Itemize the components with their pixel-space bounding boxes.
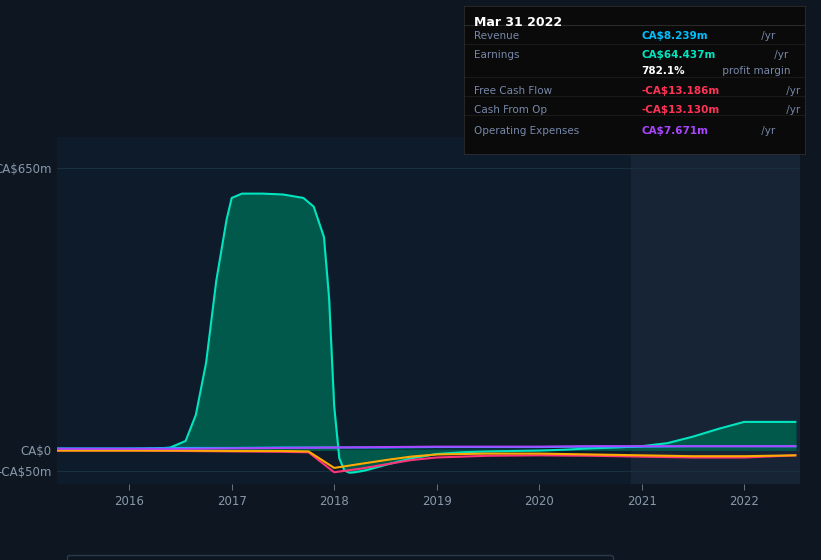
Text: Operating Expenses: Operating Expenses xyxy=(474,126,580,136)
Text: profit margin: profit margin xyxy=(718,67,791,77)
Text: /yr: /yr xyxy=(758,126,775,136)
Text: Earnings: Earnings xyxy=(474,50,520,60)
Text: CA$8.239m: CA$8.239m xyxy=(641,31,708,41)
Text: /yr: /yr xyxy=(770,50,788,60)
Legend: Revenue, Earnings, Free Cash Flow, Cash From Op, Operating Expenses: Revenue, Earnings, Free Cash Flow, Cash … xyxy=(67,555,612,560)
Text: /yr: /yr xyxy=(783,105,800,115)
Text: /yr: /yr xyxy=(758,31,775,41)
Text: Free Cash Flow: Free Cash Flow xyxy=(474,86,553,96)
Text: 782.1%: 782.1% xyxy=(641,67,685,77)
Text: Cash From Op: Cash From Op xyxy=(474,105,547,115)
Text: -CA$13.186m: -CA$13.186m xyxy=(641,86,719,96)
Text: /yr: /yr xyxy=(783,86,800,96)
Text: -CA$13.130m: -CA$13.130m xyxy=(641,105,719,115)
Text: CA$64.437m: CA$64.437m xyxy=(641,50,715,60)
Text: Revenue: Revenue xyxy=(474,31,519,41)
Text: CA$7.671m: CA$7.671m xyxy=(641,126,708,136)
Text: Mar 31 2022: Mar 31 2022 xyxy=(474,16,562,29)
Bar xyxy=(631,137,800,484)
